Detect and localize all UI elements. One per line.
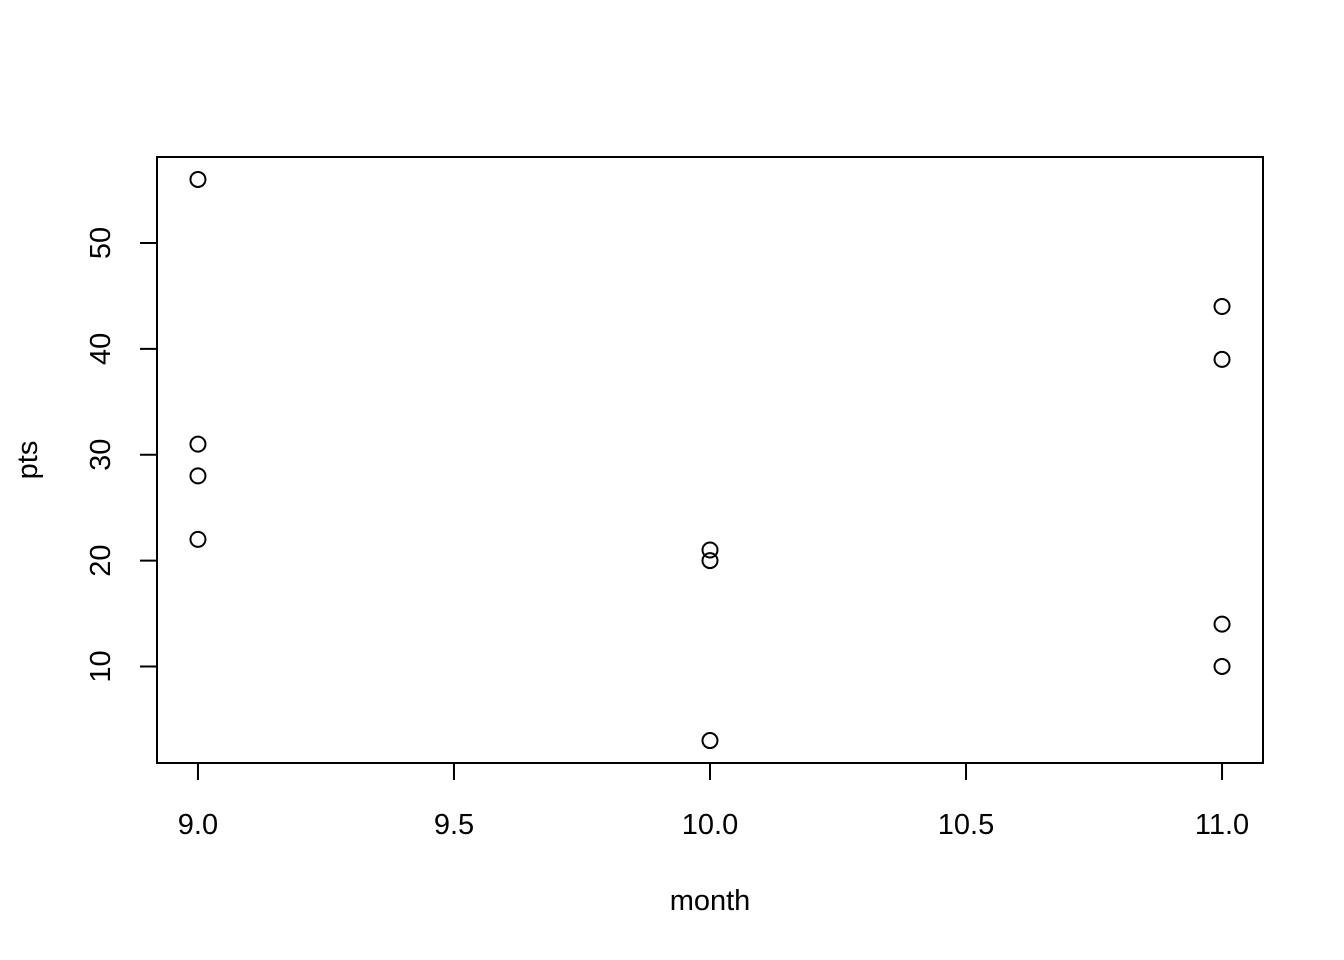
point [189, 170, 207, 188]
x-tick-label: 11.0 [1195, 809, 1249, 841]
y-tick-label: 30 [85, 439, 117, 471]
plot-frame [156, 156, 1264, 764]
x-tick-label: 10.5 [938, 809, 994, 841]
point [189, 435, 207, 453]
point [701, 541, 719, 559]
x-tick-label: 9.5 [434, 809, 474, 841]
x-tick-label: 9.0 [178, 809, 218, 841]
point [1213, 657, 1231, 675]
point [1213, 615, 1231, 633]
y-tick-label: 50 [85, 227, 117, 259]
y-tick-label: 10 [85, 650, 117, 682]
point [1213, 350, 1231, 368]
y-tick-label: 20 [85, 544, 117, 576]
point [189, 530, 207, 548]
point [701, 552, 719, 570]
point [701, 732, 719, 750]
y-tick-label: 40 [85, 333, 117, 365]
x-axis-label: month [670, 885, 751, 917]
y-axis-label: pts [12, 441, 44, 480]
point [1213, 297, 1231, 315]
point [189, 467, 207, 485]
x-tick-label: 10.0 [682, 809, 738, 841]
